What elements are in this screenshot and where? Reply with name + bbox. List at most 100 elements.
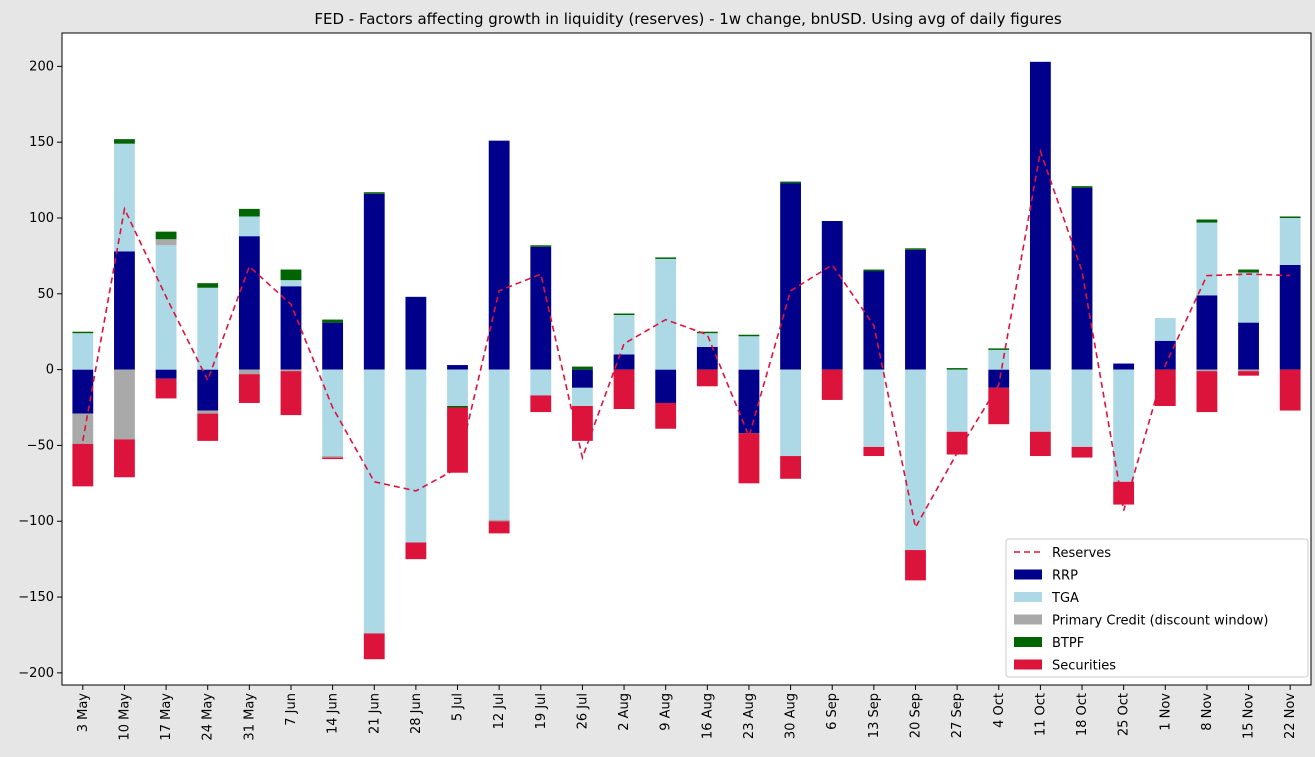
bar-btpf-23-aug [738, 334, 760, 337]
bar-rrp-31-may [238, 236, 260, 370]
y-tick-label: 0 [46, 363, 54, 378]
x-tick-label: 18 Oct [1075, 693, 1090, 736]
bar-rrp-8-nov [1196, 295, 1218, 370]
bar-rrp-1-nov [1154, 340, 1176, 370]
bar-tga-31-may [238, 216, 260, 237]
bar-rrp-9-aug [655, 369, 677, 403]
bar-tga-5-jul [447, 369, 468, 407]
bar-btpf-15-nov [1238, 269, 1259, 273]
bar-tga-4-oct [988, 349, 1010, 370]
bar-btpf-19-jul [530, 245, 552, 247]
bar-rrp-3-may [72, 369, 94, 414]
x-tick-label: 3 May [76, 693, 91, 733]
bar-securities-7-jun [280, 371, 302, 416]
bar-rrp-20-sep [905, 249, 926, 370]
bar-rrp-21-jun [363, 193, 385, 370]
bar-rrp-12-jul [488, 140, 510, 370]
bar-tga-11-oct [1029, 369, 1051, 432]
bar-tga-12-jul [488, 369, 510, 520]
bar-tga-28-jun [405, 369, 427, 543]
bar-btpf-13-sep [863, 269, 885, 272]
bar-securities-5-jul [447, 407, 468, 473]
bar-securities-21-jun [363, 633, 385, 660]
bar-securities-9-aug [655, 402, 677, 429]
bar-tga-20-sep [905, 369, 926, 551]
bar-tga-21-jun [363, 369, 385, 634]
bar-primary-credit-discount-window-15-nov [1238, 369, 1259, 372]
x-tick-label: 16 Aug [700, 693, 715, 739]
bar-rrp-19-jul [530, 246, 552, 370]
bar-tga-24-may [197, 287, 219, 370]
bar-securities-19-jul [530, 395, 552, 413]
x-tick-label: 14 Jun [326, 693, 341, 734]
y-tick-label: 200 [29, 59, 54, 74]
x-tick-label: 20 Sep [908, 693, 923, 738]
bar-securities-1-nov [1154, 369, 1176, 407]
bar-primary-credit-discount-window-12-jul [488, 519, 510, 522]
bar-btpf-21-jun [363, 192, 385, 194]
bar-btpf-22-nov [1279, 216, 1301, 218]
bar-tga-27-sep [946, 369, 968, 432]
bar-rrp-6-sep [821, 221, 843, 370]
bar-btpf-4-oct [988, 348, 1010, 350]
y-axis: 200 150 100 50 0 −50 −100 −150 −200 [18, 59, 62, 681]
bar-rrp-22-nov [1279, 264, 1301, 370]
bar-btpf-16-aug [696, 331, 718, 334]
y-tick-label: −200 [18, 666, 54, 681]
legend-label-tga: TGA [1051, 591, 1079, 606]
x-tick-label: 31 May [242, 693, 257, 741]
bar-btpf-30-aug [780, 181, 801, 184]
legend-swatch-primary-credit-discount-window [1014, 614, 1042, 625]
bar-tga-23-aug [738, 336, 760, 370]
chart-title: FED - Factors affecting growth in liquid… [314, 10, 1061, 28]
legend-label-reserves: Reserves [1052, 546, 1111, 561]
y-tick-label: −50 [27, 438, 54, 453]
y-tick-label: −150 [18, 590, 54, 605]
bar-btpf-7-jun [280, 269, 302, 281]
bar-securities-10-may [114, 439, 135, 478]
bar-securities-18-oct [1071, 446, 1093, 458]
bar-securities-8-nov [1196, 371, 1218, 413]
bar-securities-23-aug [738, 433, 760, 484]
bar-btpf-27-sep [946, 368, 968, 370]
bar-tga-3-may [72, 333, 94, 370]
x-tick-label: 15 Nov [1242, 693, 1257, 739]
bar-btpf-2-aug [613, 313, 635, 316]
bar-rrp-28-jun [405, 296, 427, 370]
bar-securities-2-aug [613, 369, 635, 410]
bar-securities-27-sep [946, 431, 968, 455]
bar-securities-14-jun [322, 457, 344, 460]
bar-tga-17-may [155, 245, 177, 370]
bar-tga-9-aug [655, 258, 677, 370]
bar-btpf-18-oct [1071, 186, 1093, 188]
bar-btpf-10-may [114, 139, 135, 144]
bar-securities-12-jul [488, 521, 510, 534]
x-tick-label: 2 Aug [617, 693, 632, 731]
x-tick-label: 1 Nov [1158, 693, 1173, 731]
x-tick-label: 23 Aug [742, 693, 757, 739]
bar-btpf-26-jul [572, 366, 593, 370]
bar-rrp-24-may [197, 369, 219, 411]
bar-securities-15-nov [1238, 371, 1259, 376]
y-tick-label: 50 [37, 287, 54, 302]
bar-primary-credit-discount-window-17-may [155, 239, 177, 246]
bar-rrp-10-may [114, 251, 135, 370]
bar-rrp-2-aug [613, 354, 635, 370]
reserves-line-group [82, 148, 1291, 530]
bar-primary-credit-discount-window-31-may [238, 369, 260, 375]
bar-btpf-14-jun [322, 319, 344, 323]
bar-btpf-9-aug [655, 257, 677, 259]
legend-box [1005, 538, 1309, 678]
legend-swatch-rrp [1014, 569, 1042, 580]
x-tick-label: 17 May [159, 693, 174, 741]
x-tick-label: 6 Sep [825, 693, 840, 730]
bar-rrp-25-oct [1113, 363, 1135, 370]
bar-tga-30-aug [780, 369, 801, 457]
bar-rrp-17-may [155, 369, 177, 379]
bar-securities-16-aug [696, 369, 718, 387]
x-tick-label: 8 Nov [1200, 693, 1215, 731]
bar-rrp-13-sep [863, 271, 885, 370]
bar-securities-11-oct [1029, 431, 1051, 457]
